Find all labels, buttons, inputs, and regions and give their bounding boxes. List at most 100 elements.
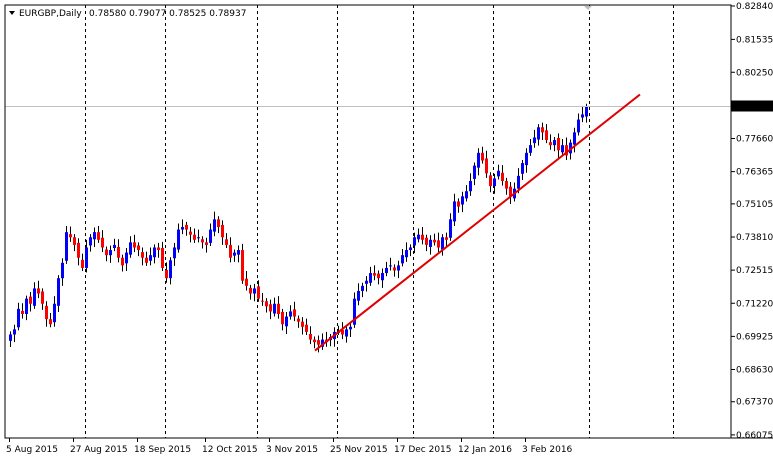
triangle-down-icon[interactable] (9, 11, 15, 15)
candle (301, 317, 304, 335)
bear-candle-body (265, 301, 268, 307)
y-tick-label: 0.75105 (736, 200, 773, 210)
price-axis[interactable]: 0.82840 0.81535 0.80250 0.77660 0.76365 0.751… (731, 2, 773, 441)
candle (25, 295, 28, 321)
candle (505, 177, 508, 195)
bear-candle-body (49, 319, 52, 325)
candle (233, 249, 236, 262)
candle (57, 275, 60, 312)
candle (17, 302, 20, 331)
candle (565, 137, 568, 160)
bull-candle-body (517, 175, 520, 189)
candle (353, 292, 356, 328)
bear-candle-body (165, 270, 168, 279)
candle (493, 173, 496, 194)
candle (261, 293, 264, 306)
bull-candle-body (573, 132, 576, 145)
candle (173, 242, 176, 266)
bear-candle-body (105, 249, 108, 256)
bear-candle-body (137, 245, 140, 251)
candle (437, 232, 440, 253)
bull-candle-body (533, 137, 536, 144)
bear-candle-body (133, 242, 136, 248)
candle (521, 160, 524, 180)
candle (209, 223, 212, 246)
bear-candle-body (445, 237, 448, 240)
candle (345, 326, 348, 343)
candle (157, 242, 160, 258)
candle (429, 235, 432, 255)
y-tick-label: 0.67370 (736, 398, 773, 408)
bear-candle-body (541, 127, 544, 133)
bear-candle-body (433, 239, 436, 243)
candle (441, 234, 444, 256)
bull-candle-body (477, 152, 480, 168)
candle (473, 162, 476, 186)
time-axis[interactable]: 5 Aug 2015 27 Aug 2015 18 Sep 2015 12 Oct 2… (6, 438, 573, 455)
bull-candle-body (197, 237, 200, 239)
candle (101, 230, 104, 253)
candle (409, 244, 412, 257)
bull-candle-body (365, 280, 368, 284)
bull-candle-body (209, 229, 212, 243)
bull-candle-body (381, 273, 384, 281)
y-tick-label: 0.76365 (736, 168, 773, 178)
trend-line[interactable] (314, 93, 641, 352)
candle (185, 221, 188, 236)
candle (281, 308, 284, 331)
bear-candle-body (193, 234, 196, 240)
candle (129, 236, 132, 258)
bear-candle-body (185, 224, 188, 230)
candle (373, 265, 376, 281)
bear-candle-body (317, 340, 320, 345)
chart-shift-marker-icon[interactable] (584, 6, 592, 10)
candle (21, 303, 24, 319)
candle (481, 146, 484, 164)
bull-candle-body (89, 237, 92, 246)
candle (433, 233, 436, 246)
bull-candle-body (273, 303, 276, 314)
bear-candle-body (481, 152, 484, 161)
bear-candle-body (121, 257, 124, 266)
bear-candle-body (421, 234, 424, 240)
candle (33, 282, 36, 309)
candle (13, 324, 16, 343)
candle (497, 164, 500, 180)
candle (273, 297, 276, 317)
bear-candle-body (313, 339, 316, 343)
candle (93, 227, 96, 247)
candle (317, 335, 320, 353)
y-tick-label: 0.71220 (736, 299, 773, 309)
candle (529, 139, 532, 156)
candle (105, 246, 108, 262)
x-tick-label: 25 Nov 2015 (330, 445, 388, 455)
candle (265, 298, 268, 313)
candle (221, 220, 224, 245)
candle (417, 228, 420, 243)
bear-candle-body (249, 287, 252, 294)
bull-candle-body (149, 255, 152, 261)
bull-candle-body (237, 250, 240, 255)
bull-candle-body (57, 278, 60, 306)
bear-candle-body (489, 175, 492, 187)
bull-candle-body (9, 334, 12, 341)
bear-candle-body (245, 278, 248, 286)
candle (269, 299, 272, 320)
bull-candle-body (469, 180, 472, 192)
bull-candle-body (417, 234, 420, 240)
candle (289, 305, 292, 320)
bear-candle-body (41, 291, 44, 304)
y-tick-label: 0.82840 (736, 2, 773, 12)
candle (161, 241, 164, 272)
x-tick-label: 5 Aug 2015 (6, 445, 58, 455)
candle (125, 248, 128, 272)
candle (421, 227, 424, 245)
x-tick-label: 12 Oct 2015 (202, 445, 258, 455)
bull-candle-body (385, 267, 388, 274)
y-tick-label: 0.68630 (736, 366, 773, 376)
bear-candle-body (549, 142, 552, 146)
bull-candle-body (357, 290, 360, 301)
candle (197, 229, 200, 243)
y-tick-label: 0.72515 (736, 266, 773, 276)
